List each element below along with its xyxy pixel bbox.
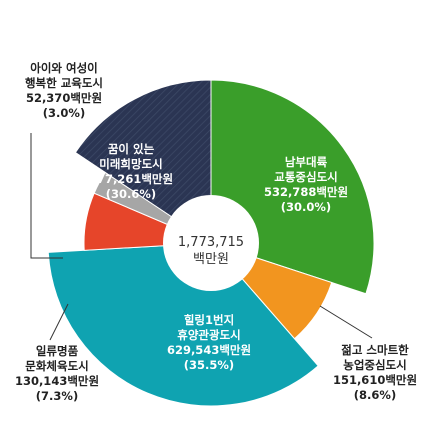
slice-label-4: 일류명품 문화체육도시 130,143백만원 (7.3%) [15, 344, 99, 403]
slice-label-line: 꿈이 있는 [108, 142, 155, 156]
slice-label-line: 행복한 교육도시 [25, 76, 103, 90]
slice-label-line: (30.6%) [106, 187, 156, 201]
leader-line-5 [30, 133, 63, 259]
slice-label-line: 힐링1번지 [184, 313, 234, 327]
donut-hole [163, 195, 259, 291]
slice-label-line: (30.0%) [281, 200, 331, 214]
total-unit: 백만원 [193, 252, 229, 267]
slice-label-3: 힐링1번지 휴양관광도시 629,543백만원 (35.5%) [167, 313, 251, 372]
slice-label-line: 130,143백만원 [15, 374, 99, 388]
leader-lines [30, 133, 373, 341]
slice-label-line: 교통중심도시 [274, 170, 337, 184]
slice-label-line: 629,543백만원 [167, 343, 251, 357]
slice-label-line: 문화체육도시 [25, 359, 88, 373]
slice-label-line: 젊고 스마트한 [341, 343, 409, 357]
slice-6 [74, 79, 212, 244]
slice-label-line: 277,261백만원 [89, 172, 173, 186]
slice-labels: 남부대륙 교통중심도시 532,788백만원 (30.0%) 젊고 스마트한 농업중심도시… [15, 61, 417, 403]
slice-label-line: 532,788백만원 [264, 185, 348, 199]
slice-label-line: 일류명품 [36, 344, 79, 358]
total-value: 1,773,715 [178, 235, 244, 250]
leader-line-4 [49, 303, 69, 341]
slice-label-line: 52,370백만원 [26, 91, 102, 105]
slice-label-line: 아이와 여성이 [30, 61, 97, 75]
slice-label-line: 151,610백만원 [333, 373, 417, 387]
slice-label-5: 아이와 여성이 행복한 교육도시 52,370백만원 (3.0%) [25, 61, 103, 120]
slice-label-line: (3.0%) [43, 106, 85, 120]
slice-label-line: 남부대륙 [285, 155, 328, 169]
slice-label-line: (8.6%) [354, 388, 396, 402]
slice-label-line: 미래희망도시 [99, 157, 162, 171]
slice-label-line: 농업중심도시 [343, 358, 406, 372]
slice-3 [47, 242, 319, 407]
slice-label-line: 휴양관광도시 [177, 328, 240, 342]
leader-line-2 [319, 305, 373, 339]
slice-label-line: (7.3%) [36, 389, 78, 403]
slice-label-6: 꿈이 있는 미래희망도시 277,261백만원 (30.6%) [89, 142, 173, 201]
slice-label-2: 젊고 스마트한 농업중심도시 151,610백만원 (8.6%) [333, 343, 417, 402]
slice-label-1: 남부대륙 교통중심도시 532,788백만원 (30.0%) [264, 155, 348, 214]
slice-label-line: (35.5%) [184, 358, 234, 372]
